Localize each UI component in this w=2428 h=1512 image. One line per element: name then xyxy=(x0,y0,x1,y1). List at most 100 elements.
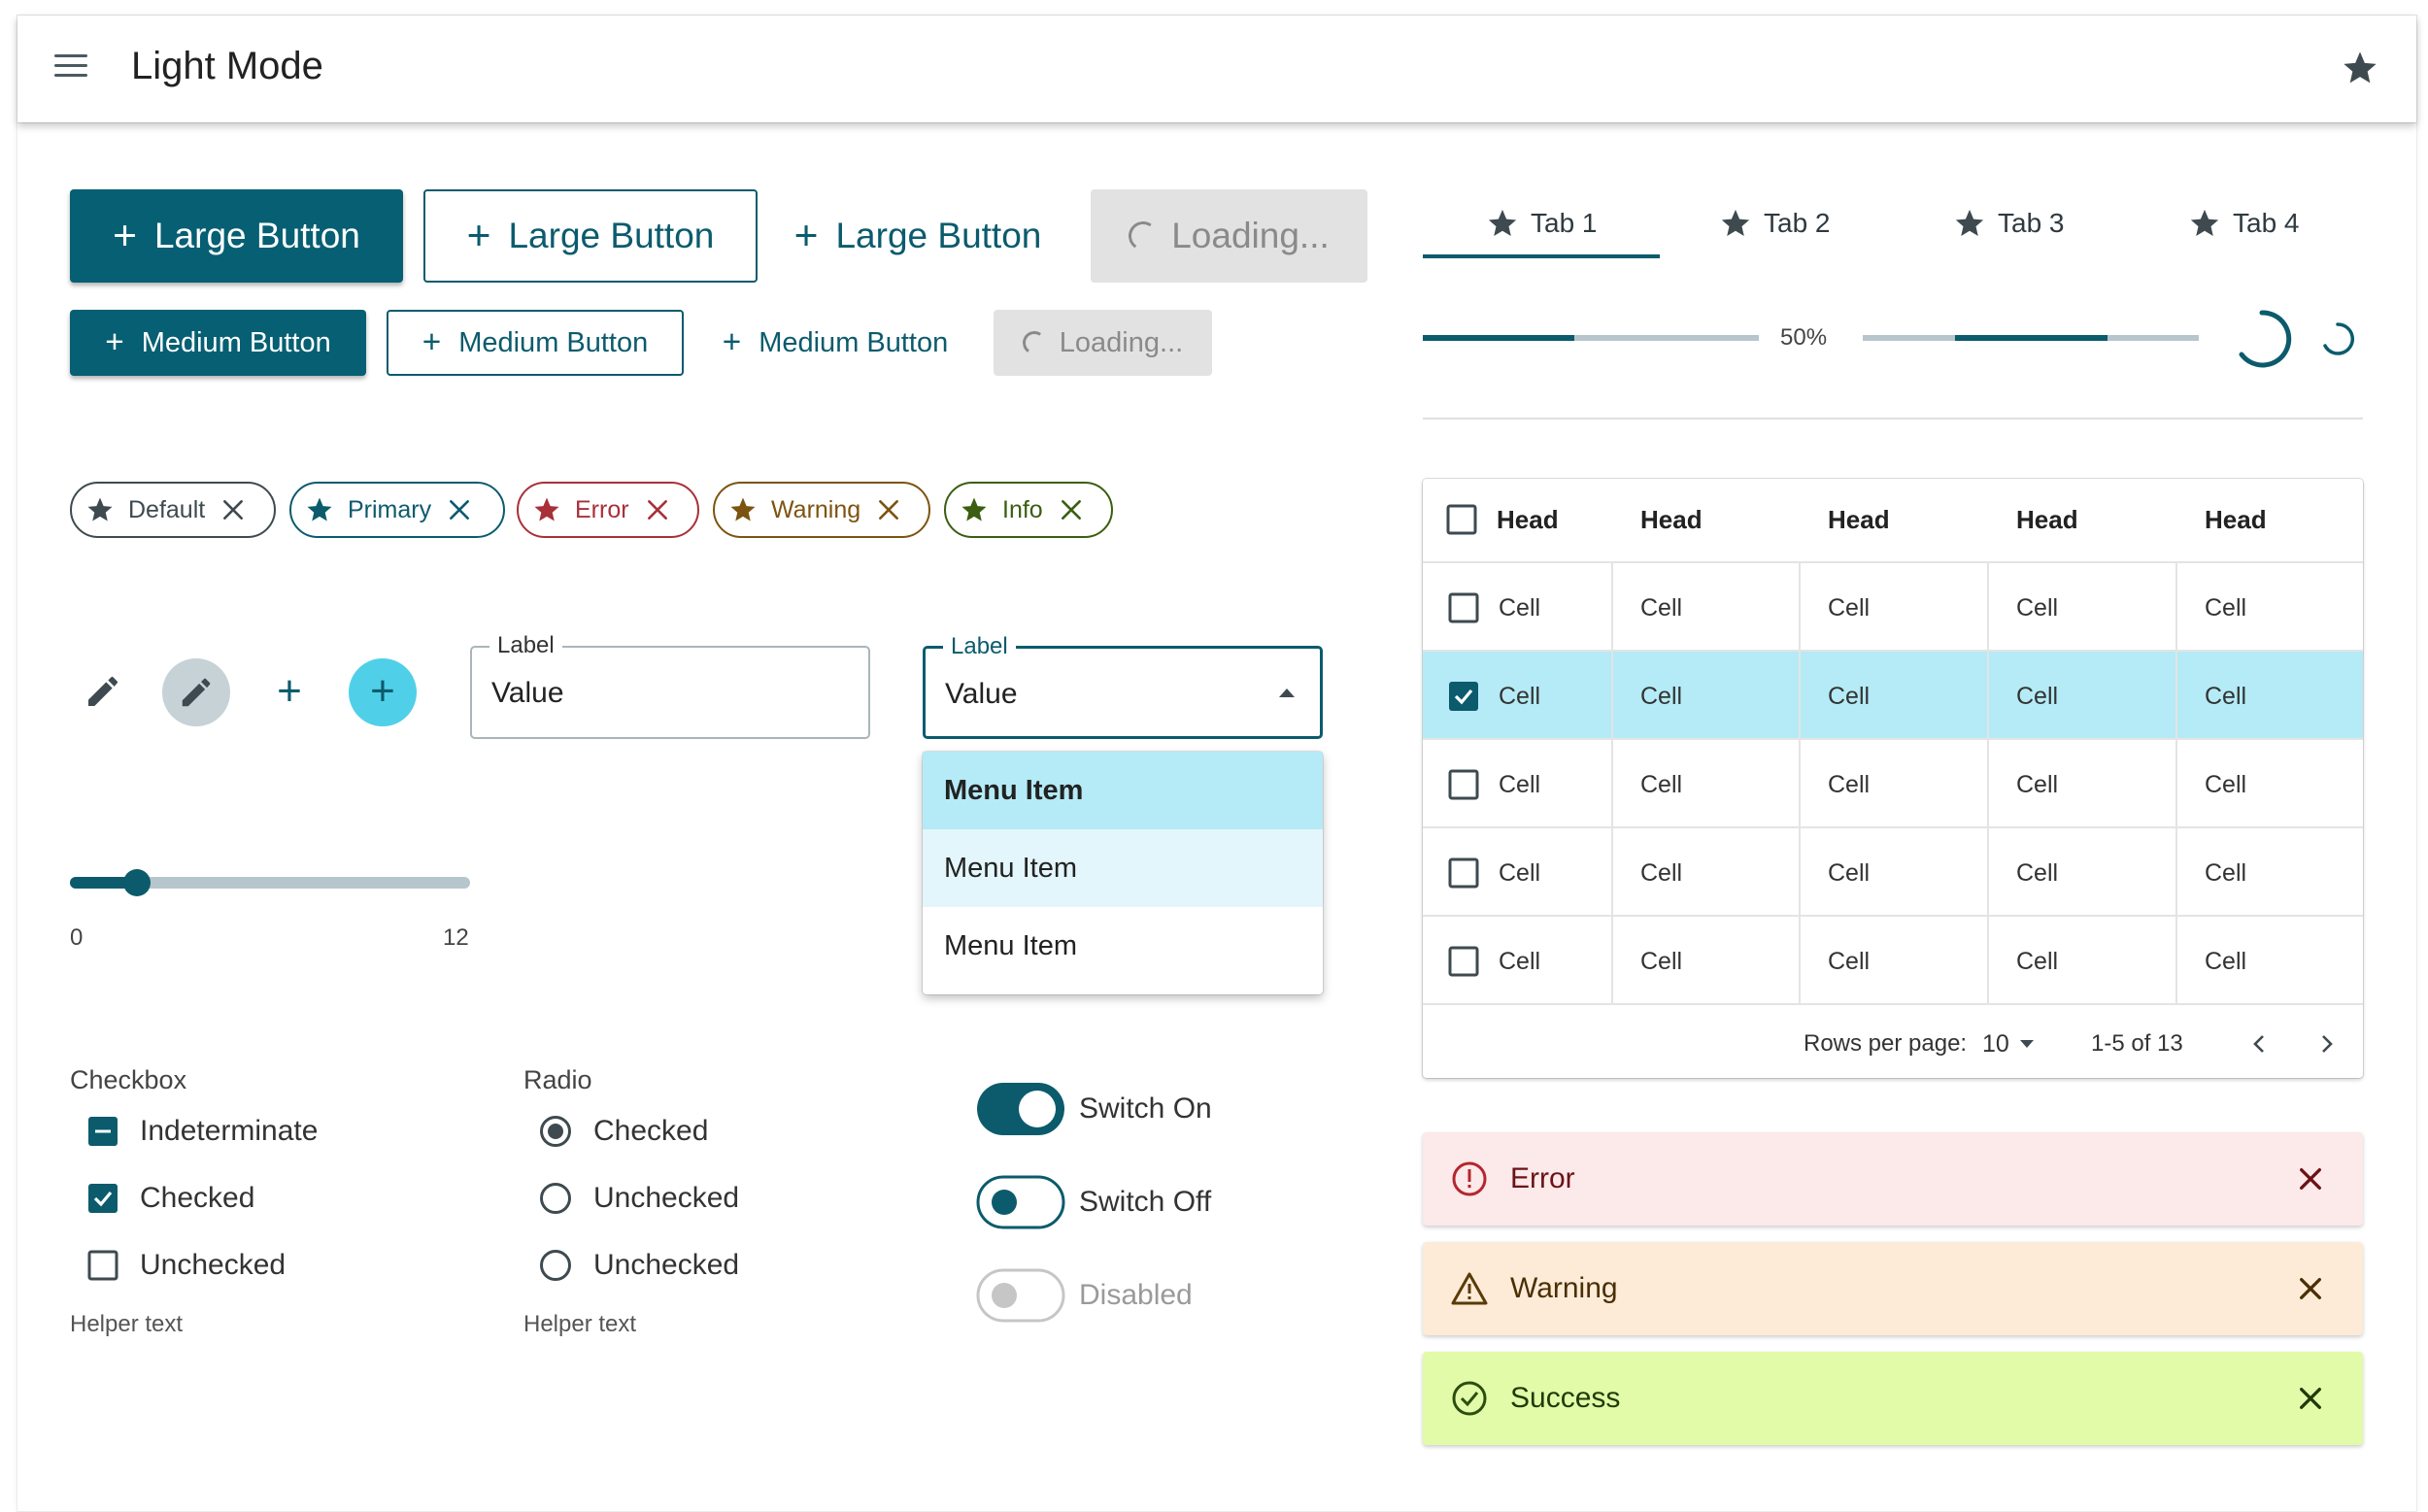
close-icon[interactable] xyxy=(1059,497,1084,522)
radio-group-label: Radio xyxy=(523,1065,592,1094)
alert-text: Warning xyxy=(1510,1272,1618,1304)
chip-warning[interactable]: Warning xyxy=(713,482,930,538)
table-row[interactable]: Cell Cell Cell Cell Cell xyxy=(1423,652,2363,740)
rows-per-page-label: Rows per page: xyxy=(1804,1030,1968,1057)
chip-info[interactable]: Info xyxy=(944,482,1113,538)
chip-error[interactable]: Error xyxy=(517,482,699,538)
linear-progress-fill xyxy=(1423,335,1574,341)
table-header: Head xyxy=(1828,504,1890,534)
table-cell: Cell xyxy=(1828,593,1871,622)
caret-down-icon xyxy=(2019,1040,2034,1048)
star-icon xyxy=(532,495,561,524)
chevron-left-icon[interactable] xyxy=(2248,1032,2272,1056)
table-cell: Cell xyxy=(2205,858,2247,887)
tab-3[interactable]: Tab 3 xyxy=(1953,194,2065,252)
table-cell: Cell xyxy=(1640,593,1683,622)
select-field[interactable]: Label Value xyxy=(923,633,1323,739)
slider-thumb[interactable] xyxy=(122,869,151,896)
close-icon[interactable] xyxy=(2297,1275,2324,1302)
switch-on[interactable]: Switch On xyxy=(976,1082,1212,1136)
medium-text-button[interactable]: + Medium Button xyxy=(722,324,949,361)
chip-label: Primary xyxy=(348,495,432,523)
table-row[interactable]: Cell Cell Cell Cell Cell xyxy=(1423,917,2363,1005)
text-field[interactable]: Label Value xyxy=(470,632,870,739)
medium-contained-button[interactable]: + Medium Button xyxy=(70,310,366,376)
tab-4[interactable]: Tab 4 xyxy=(2188,194,2300,252)
close-icon[interactable] xyxy=(2297,1385,2324,1412)
checkbox-indeterminate-icon xyxy=(88,1117,118,1146)
close-icon[interactable] xyxy=(2297,1165,2324,1193)
star-icon[interactable] xyxy=(2341,49,2379,87)
table-cell: Cell xyxy=(2016,947,2059,975)
close-icon[interactable] xyxy=(876,497,901,522)
menu-item-selected[interactable]: Menu Item xyxy=(923,752,1323,829)
table-row[interactable]: Cell Cell Cell Cell Cell xyxy=(1423,563,2363,652)
edit-icon-button-filled[interactable] xyxy=(162,658,230,726)
table-header: Head xyxy=(1497,504,1559,534)
table-cell: Cell xyxy=(2016,770,2059,798)
menu-item[interactable]: Menu Item xyxy=(944,929,1077,961)
row-checkbox[interactable] xyxy=(1448,592,1479,623)
table-row[interactable]: Cell Cell Cell Cell Cell xyxy=(1423,828,2363,917)
add-icon-button[interactable]: + xyxy=(277,667,302,715)
plus-icon: + xyxy=(113,212,137,259)
table-row[interactable]: Cell Cell Cell Cell Cell xyxy=(1423,740,2363,828)
table-cell: Cell xyxy=(2205,682,2247,710)
switch-on-toggle xyxy=(977,1083,1064,1135)
switch-off[interactable]: Switch Off xyxy=(976,1175,1211,1229)
close-icon[interactable] xyxy=(645,497,670,522)
radio-unchecked-icon xyxy=(540,1183,571,1214)
pagination-range: 1-5 of 13 xyxy=(2091,1030,2183,1057)
slider-fill xyxy=(70,877,137,889)
row-checkbox[interactable] xyxy=(1448,946,1479,977)
close-icon[interactable] xyxy=(220,497,246,522)
large-contained-button[interactable]: + Large Button xyxy=(70,189,403,283)
table-cell: Cell xyxy=(1499,947,1541,975)
row-checkbox[interactable] xyxy=(1448,857,1479,889)
row-checkbox[interactable] xyxy=(1448,681,1479,712)
check-circle-icon xyxy=(1450,1379,1489,1418)
tab-label: Tab 2 xyxy=(1764,208,1831,238)
table-cell: Cell xyxy=(1499,593,1541,622)
loading-spinner-icon xyxy=(1126,218,1161,253)
plus-icon: + xyxy=(422,324,442,361)
checkbox-checked[interactable]: Checked xyxy=(87,1182,254,1215)
tab-2[interactable]: Tab 2 xyxy=(1719,194,1831,252)
edit-icon-button[interactable] xyxy=(84,672,122,711)
select-all-checkbox[interactable] xyxy=(1446,504,1477,535)
close-icon[interactable] xyxy=(447,497,472,522)
switch-disabled-toggle xyxy=(976,1268,1065,1323)
checkbox-unchecked[interactable]: Unchecked xyxy=(87,1249,286,1282)
tab-1[interactable]: Tab 1 xyxy=(1486,194,1598,252)
radio-unchecked[interactable]: Unchecked xyxy=(539,1182,739,1215)
large-text-button[interactable]: + Large Button xyxy=(793,212,1042,259)
star-icon xyxy=(1953,207,1998,240)
large-outlined-button[interactable]: + Large Button xyxy=(423,189,758,283)
table-header: Head xyxy=(2016,504,2078,534)
chip-default[interactable]: Default xyxy=(70,482,276,538)
chip-primary[interactable]: Primary xyxy=(289,482,505,538)
radio-helper-text: Helper text xyxy=(523,1311,637,1337)
rows-per-page-select[interactable]: 10 xyxy=(1982,1023,2035,1065)
hamburger-menu-icon[interactable] xyxy=(54,54,87,84)
large-loading-button: Loading... xyxy=(1091,189,1367,283)
tab-indicator xyxy=(1423,254,1660,258)
menu-item-hover[interactable]: Menu Item xyxy=(923,829,1323,907)
row-checkbox[interactable] xyxy=(1448,769,1479,800)
chevron-right-icon[interactable] xyxy=(2314,1032,2338,1056)
medium-outlined-button[interactable]: + Medium Button xyxy=(387,310,684,376)
slider-track[interactable] xyxy=(70,869,470,896)
slider-max-label: 12 xyxy=(443,924,469,951)
app-title: Light Mode xyxy=(131,45,323,87)
checkbox-indeterminate[interactable]: Indeterminate xyxy=(87,1115,318,1148)
radio-unchecked[interactable]: Unchecked xyxy=(539,1249,739,1282)
table-header: Head xyxy=(2205,504,2267,534)
data-table: Head Head Head Head Head Cell Cell Cell Cell Cell… xyxy=(1423,479,2363,1078)
text-field-label: Label xyxy=(489,632,562,659)
star-icon xyxy=(305,495,334,524)
chip-label: Error xyxy=(575,495,629,523)
table-cell: Cell xyxy=(2016,858,2059,887)
add-fab-button[interactable]: + xyxy=(349,658,417,726)
table-cell: Cell xyxy=(1640,770,1683,798)
radio-checked[interactable]: Checked xyxy=(539,1115,708,1148)
